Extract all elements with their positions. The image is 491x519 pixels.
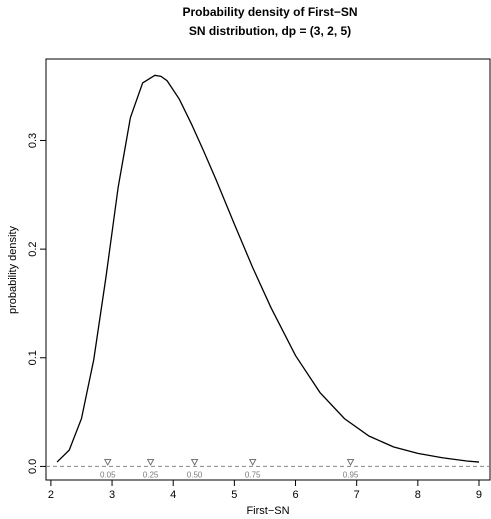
x-axis-label: First−SN bbox=[246, 505, 289, 517]
quantile-label: 0.95 bbox=[343, 470, 359, 479]
x-tick-label: 4 bbox=[170, 489, 176, 501]
quantile-marker bbox=[190, 458, 199, 466]
quantile-label: 0.25 bbox=[143, 470, 159, 479]
quantile-marker bbox=[248, 458, 257, 466]
y-tick-label: 0.3 bbox=[27, 133, 39, 148]
x-tick-label: 2 bbox=[48, 489, 54, 501]
x-tick-label: 8 bbox=[415, 489, 421, 501]
quantile-marker bbox=[146, 458, 155, 466]
x-axis: 2 3 4 5 6 7 8 9 bbox=[48, 480, 482, 501]
plot-frame bbox=[45, 58, 491, 481]
quantile-marker bbox=[346, 458, 355, 466]
y-tick-label: 0.1 bbox=[27, 350, 39, 365]
y-axis-label: probability density bbox=[7, 225, 19, 314]
x-tick-label: 9 bbox=[476, 489, 482, 501]
quantile-markers: 0.05 0.25 0.50 0.75 0.95 bbox=[100, 458, 359, 479]
quantile-marker bbox=[104, 458, 112, 466]
density-curve bbox=[56, 74, 480, 463]
chart-title: Probability density of First−SN bbox=[182, 5, 357, 19]
y-axis: 0.0 0.1 0.2 0.3 bbox=[27, 133, 46, 474]
y-tick-label: 0.0 bbox=[27, 459, 39, 474]
chart-subtitle: SN distribution, dp = (3, 2, 5) bbox=[189, 24, 351, 38]
x-tick-label: 6 bbox=[292, 489, 298, 501]
x-tick-label: 7 bbox=[354, 489, 360, 501]
x-tick-label: 3 bbox=[109, 489, 115, 501]
quantile-label: 0.50 bbox=[187, 470, 203, 479]
y-tick-label: 0.2 bbox=[27, 241, 39, 256]
quantile-label: 0.05 bbox=[100, 470, 116, 479]
x-tick-label: 5 bbox=[231, 489, 237, 501]
quantile-label: 0.75 bbox=[245, 470, 261, 479]
